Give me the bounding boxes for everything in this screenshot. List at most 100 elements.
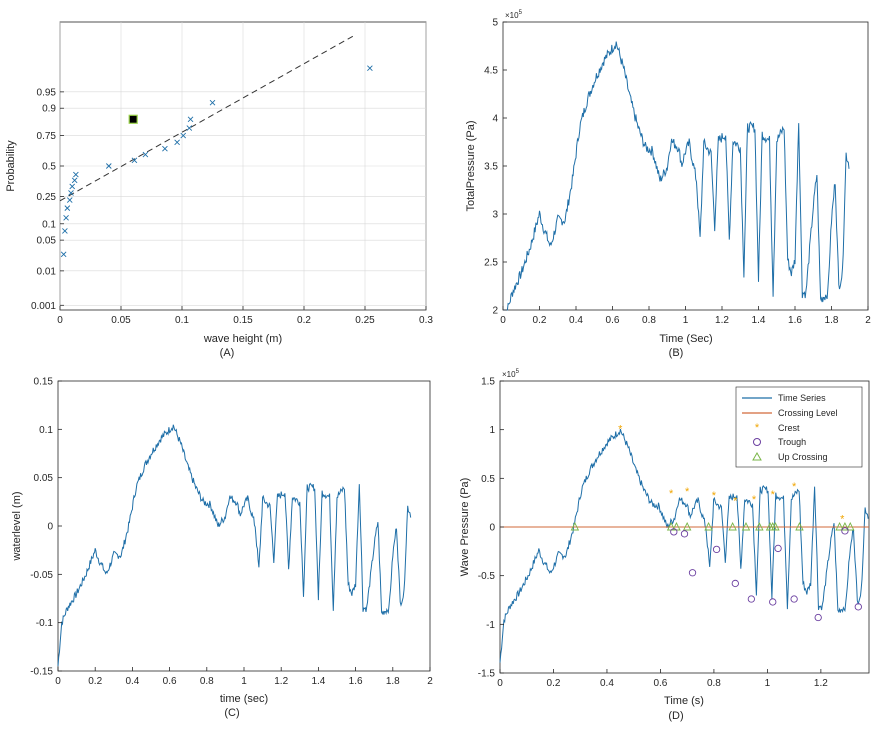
panel-a-data-point [64, 205, 71, 211]
panel-c-ytick-label: 0.05 [34, 473, 54, 484]
panel-c-xtick-label: 1.8 [386, 676, 400, 687]
panel-b-ytick-label: 2.5 [484, 258, 498, 269]
legend-label-time-series: Time Series [778, 393, 826, 403]
panel-a-point-stroke [73, 171, 79, 178]
panel-a-xtick-label: 0.1 [175, 315, 189, 326]
panel-d-xtick-label: 0.8 [707, 678, 721, 689]
panel-a-data-point [60, 251, 67, 258]
panel-d-trough-marker [769, 598, 777, 606]
panel-a-fit-line [59, 35, 354, 202]
panel-a-data-point [180, 132, 187, 139]
panel-a-data-point [174, 139, 180, 146]
panel-c-ylabel: waterlevel (m) [11, 491, 23, 561]
panel-d-trough-marker [680, 530, 689, 538]
panel-a-data-point [131, 157, 138, 164]
panel-a-point-stroke [60, 251, 67, 258]
panel-b-ytick-label: 4.5 [484, 66, 498, 77]
panel-a-point-stroke [69, 183, 76, 190]
panel-d-series-line [499, 428, 869, 663]
panel-c-marks [57, 424, 412, 667]
panel-d-ylabel: Wave Pressure (Pa) [459, 478, 471, 577]
panel-b-exponent-base: ×10 [505, 11, 519, 20]
panel-d-ytick-label: -0.5 [478, 571, 496, 582]
panel-d-crest-marker: * [840, 513, 845, 525]
panel-a-ytick-label: 0.001 [31, 301, 56, 312]
panel-d-upcrossing-marker [570, 521, 580, 531]
panel-d-exponent-base: ×10 [502, 370, 516, 379]
panel-c-ytick-label: 0.15 [34, 377, 54, 388]
panel-a-xlabel: wave height (m) [203, 333, 282, 345]
panel-d-crest-marker: * [792, 481, 797, 493]
panel-a-ytick-label: 0.75 [37, 131, 57, 142]
panel-b-ytick-label: 3.5 [484, 162, 498, 173]
panel-b-ylabel: TotalPressure (Pa) [465, 120, 477, 211]
panel-c-xtick-label: 1.2 [274, 676, 288, 687]
panel-a-data-point [105, 163, 112, 169]
panel-d-trough-marker [747, 595, 755, 603]
panel-d-trough-marker [790, 595, 798, 603]
panel-d-crest-marker: * [685, 486, 690, 498]
panel-a-xtick-label: 0.05 [111, 315, 131, 326]
panel-b-xtick-label: 0.8 [642, 315, 656, 326]
panel-c-xtick-label: 0.8 [200, 676, 214, 687]
panel-d-crest-marker: * [669, 488, 674, 500]
panel-c-ticks: 0 0.2 0.4 0.6 0.8 1 1.2 1.4 1.6 1.8 2 -0.15 -0.1 -0.0… [30, 377, 433, 688]
panel-b-xtick-label: 1.4 [752, 315, 766, 326]
panel-a-data-point [187, 116, 194, 123]
panel-d-crest-marker: * [752, 494, 757, 506]
panel-d-trough-marker [731, 579, 739, 588]
panel-d-upcrossing-marker [704, 521, 713, 531]
panel-b-xtick-label: 1 [683, 315, 689, 326]
panel-a-point-stroke [186, 125, 193, 131]
panel-a-data-point [209, 99, 216, 106]
panel-d-trough-marker [670, 528, 678, 536]
panel-a-point-stroke [62, 228, 68, 234]
panel-c-ytick-label: -0.1 [36, 618, 54, 629]
panel-a-data-point [63, 215, 69, 221]
panel-c-xtick-label: 2 [427, 676, 433, 687]
panel-a-probability-plot: 0 0.05 0.1 0.15 0.2 0.25 0.3 0.001 0.01 0.05 0.1 0.… [5, 21, 433, 359]
legend-label-trough: Trough [778, 437, 806, 447]
panel-d-ytick-label: 0.5 [481, 474, 495, 485]
panel-a-ytick-label: 0.1 [42, 219, 56, 230]
panel-a-point-stroke [180, 132, 187, 139]
panel-d-ticks: 0 0.2 0.4 0.6 0.8 1 1.2 -1.5 -1 -0.5 0 0.5 1 1.5 [478, 377, 828, 690]
panel-c-xlabel: time (sec) [220, 693, 268, 705]
panel-b-ytick-label: 4 [492, 114, 498, 125]
panel-a-ytick-label: 0.25 [37, 192, 57, 203]
panel-d-xtick-label: 0.2 [547, 678, 561, 689]
panel-d-upcrossing-marker [771, 521, 780, 531]
panel-a-ytick-label: 0.5 [42, 162, 56, 173]
panel-d-upcrossing-marker [840, 521, 850, 531]
legend-swatch-crest: * [755, 422, 760, 434]
panel-a-data-point [162, 145, 168, 152]
panel-a-data-point [73, 171, 79, 178]
panel-d-upcrossing-marker [795, 521, 804, 531]
panel-a-xtick-label: 0.25 [355, 315, 375, 326]
panel-d-xtick-label: 1 [765, 678, 771, 689]
panel-a-point-stroke [367, 65, 373, 72]
panel-a-xtick-label: 0.15 [233, 315, 253, 326]
panel-b-label: (B) [669, 347, 684, 359]
panel-a-data-point [367, 65, 373, 72]
panel-a-point-stroke [105, 163, 112, 169]
panel-b-xtick-label: 0.4 [569, 315, 583, 326]
panel-d-wave-pressure: * * * * * * * * * 0 0.2 0.4 0.6 0.8 1 1.2 -1.5 -1 -0.5 0 0.… [459, 369, 870, 722]
panel-a-data-point [69, 183, 76, 190]
legend-label-crest: Crest [778, 423, 800, 433]
panel-a-data-point [71, 177, 78, 184]
panel-c-waterlevel: 0 0.2 0.4 0.6 0.8 1 1.2 1.4 1.6 1.8 2 -0.15 -0.1 -0.0… [11, 377, 433, 720]
panel-c-series-line [57, 424, 412, 667]
panel-c-xtick-label: 1.6 [349, 676, 363, 687]
panel-a-ytick-label: 0.05 [37, 236, 57, 247]
panel-a-data-point [186, 125, 193, 131]
panel-b-marks [503, 41, 850, 311]
panel-b-ytick-label: 2 [492, 306, 498, 317]
panel-a-point-stroke [187, 116, 194, 123]
panel-d-legend: Time Series Crossing Level * Crest Troug… [735, 386, 863, 468]
panel-a-ylabel: Probability [5, 140, 17, 192]
panel-d-upcrossing-marker [728, 521, 737, 531]
panel-a-xtick-label: 0 [57, 315, 63, 326]
panel-d-trough-marker [774, 544, 782, 553]
